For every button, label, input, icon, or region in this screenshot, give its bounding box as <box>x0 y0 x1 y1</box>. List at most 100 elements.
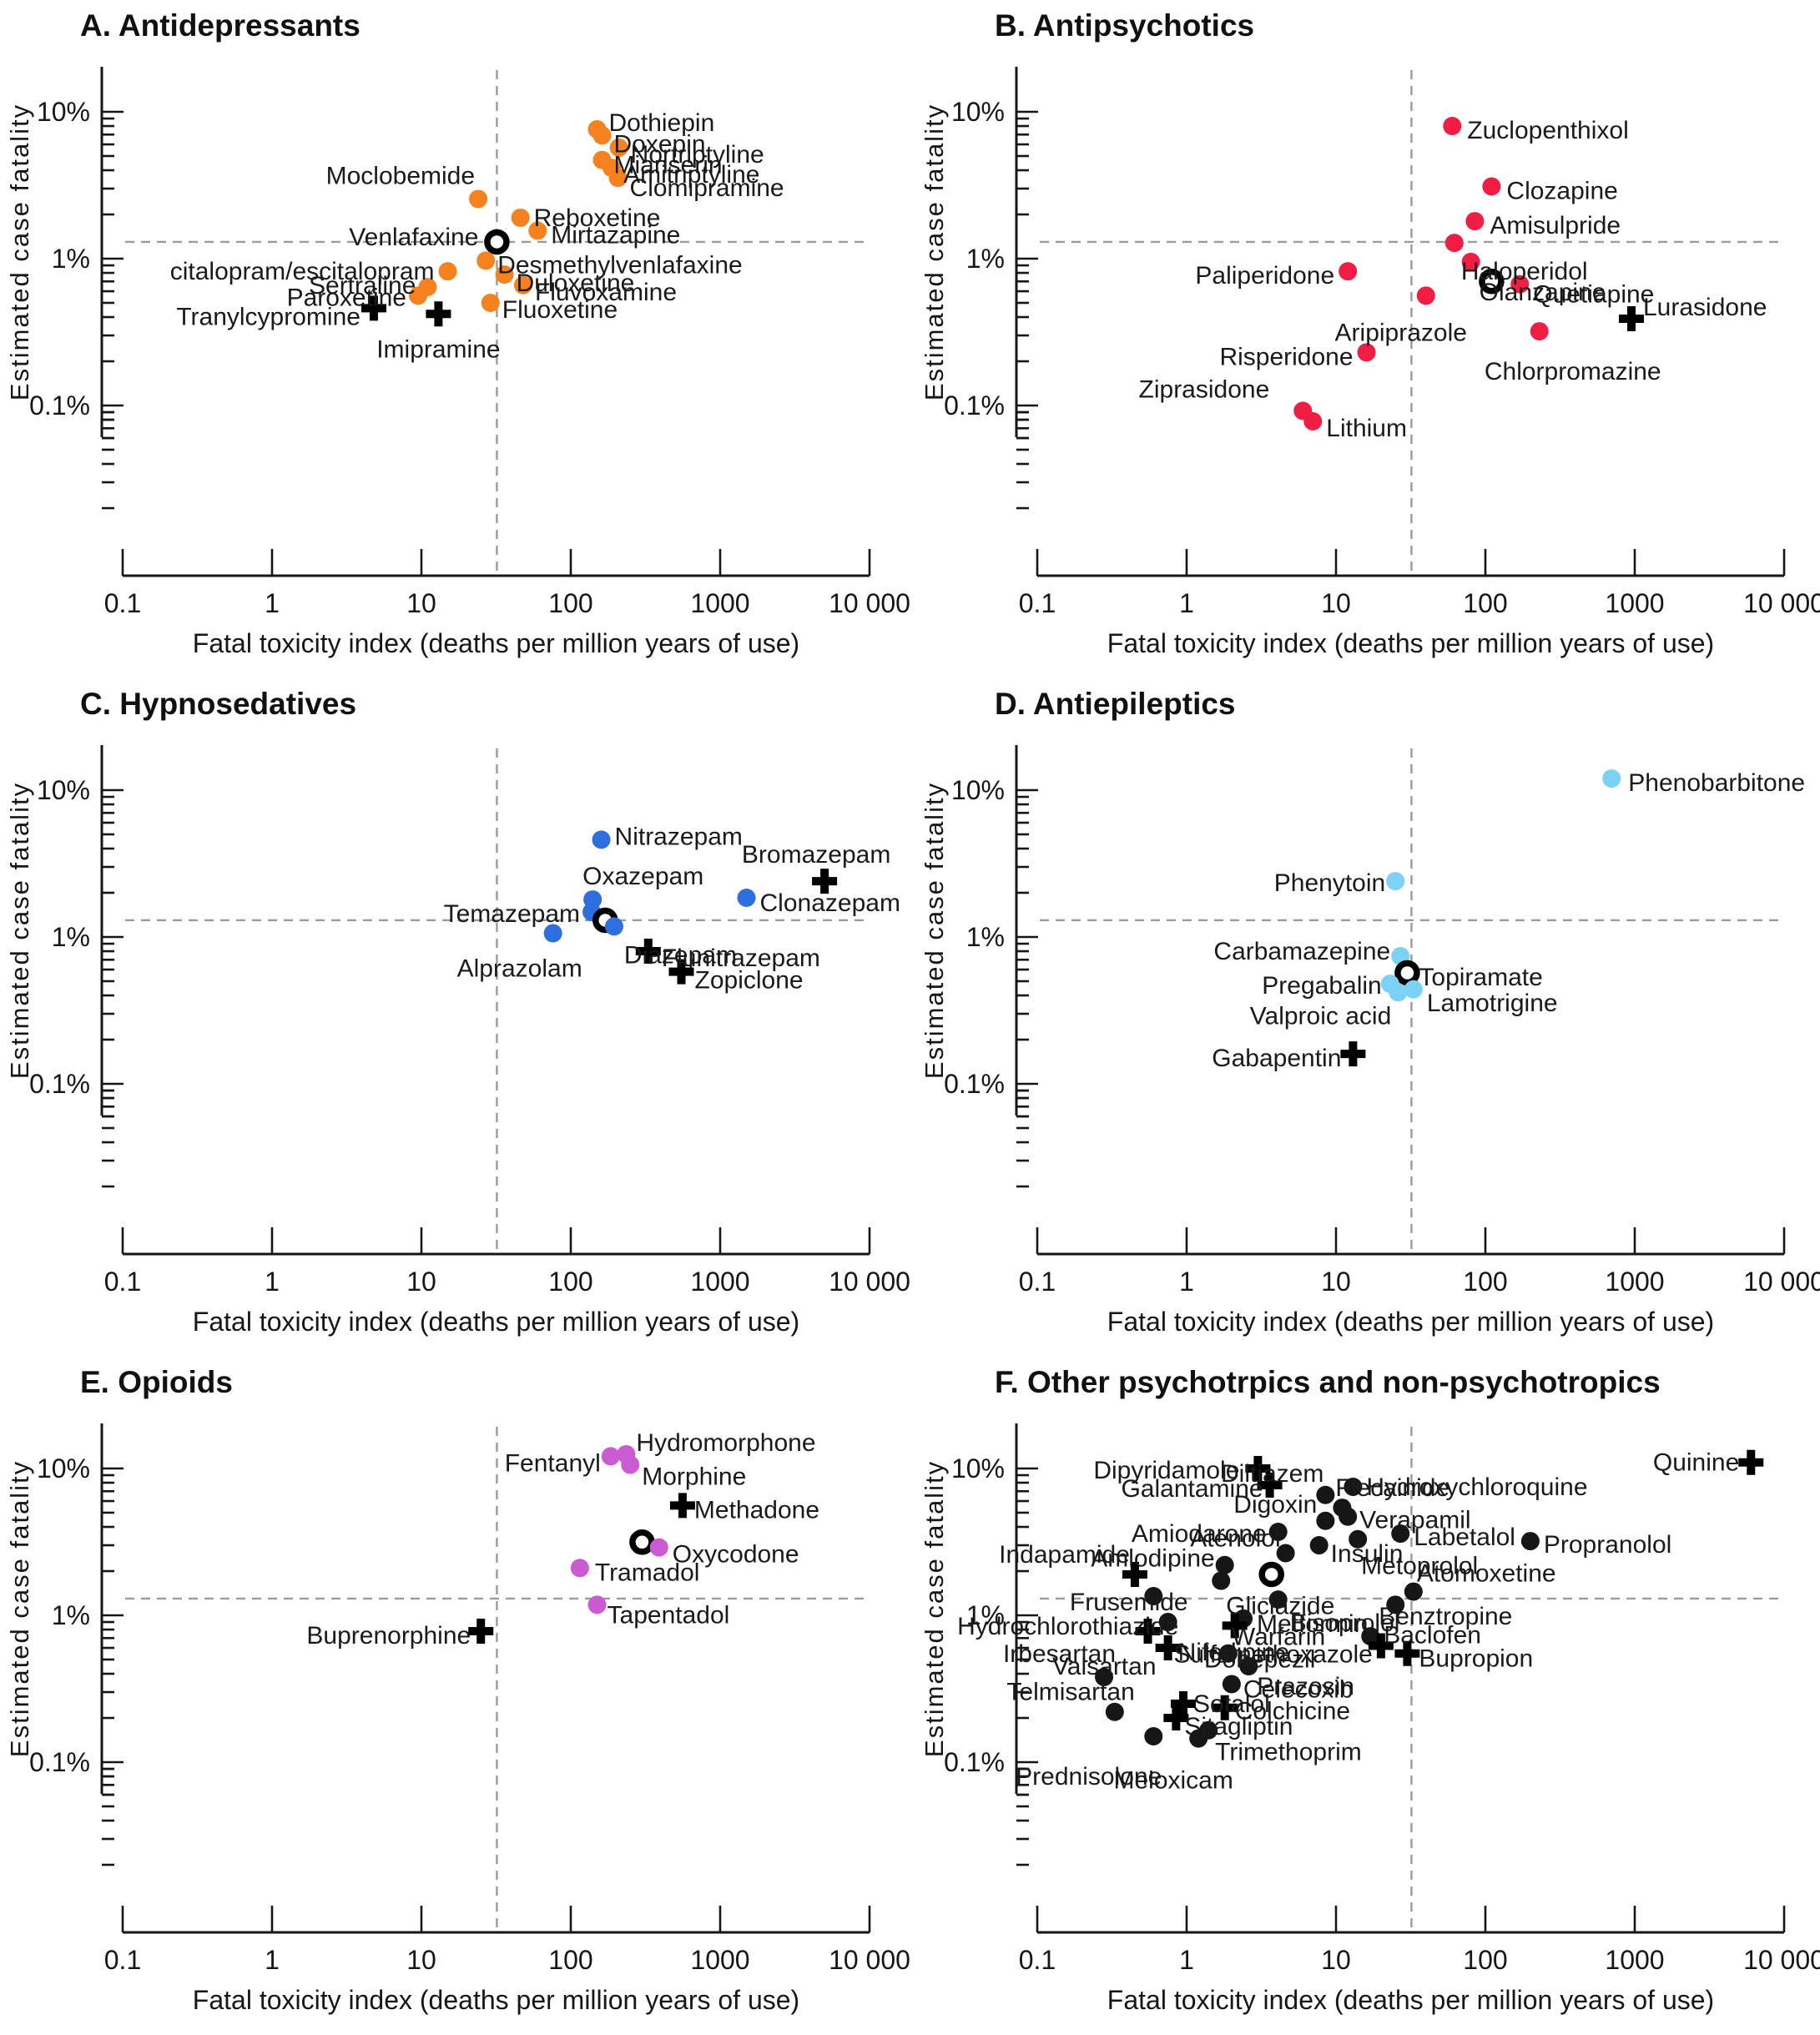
svg-text:0.1: 0.1 <box>104 588 141 618</box>
svg-text:Metformin: Metformin <box>1257 1610 1368 1638</box>
panel-other-drugs-title: F. Other psychotrpics and non-psychotrop… <box>995 1365 1661 1399</box>
svg-text:Valsartan: Valsartan <box>1052 1653 1157 1680</box>
panel-antiepileptics-title: D. Antiepileptics <box>995 687 1236 721</box>
svg-text:Metoprolol: Metoprolol <box>1361 1553 1478 1580</box>
svg-text:Zopiclone: Zopiclone <box>695 967 804 995</box>
panel-antipsychotics-plot: 10% 1% 0.1% 0.1 1 10 100 1000 10 000 Fatal toxici… <box>920 67 1820 658</box>
svg-text:Haloperidol: Haloperidol <box>1461 258 1588 285</box>
svg-text:10%: 10% <box>37 775 90 805</box>
svg-text:1: 1 <box>1179 1267 1194 1297</box>
svg-text:Quetiapine: Quetiapine <box>1533 281 1654 309</box>
svg-text:Warfarin: Warfarin <box>1232 1624 1325 1651</box>
svg-text:Fluvoxamine: Fluvoxamine <box>535 279 677 306</box>
svg-text:Dothiepin: Dothiepin <box>609 109 715 137</box>
svg-text:Morphine: Morphine <box>642 1463 746 1491</box>
svg-text:Amiodarone: Amiodarone <box>1132 1520 1267 1548</box>
svg-text:Hydrochlorothiazide: Hydrochlorothiazide <box>957 1613 1178 1640</box>
svg-text:Donepezil: Donepezil <box>1204 1645 1315 1673</box>
panel-antipsychotics-title: B. Antipsychotics <box>995 8 1255 43</box>
svg-text:0.1%: 0.1% <box>944 390 1005 421</box>
panel-antiepileptics-plot: 10% 1% 0.1% 0.1 1 10 100 1000 10 000 Fatal toxici… <box>920 745 1820 1337</box>
svg-text:Temazepam: Temazepam <box>444 900 580 928</box>
svg-text:Moclobemide: Moclobemide <box>326 162 475 189</box>
panel-opioids-plot: 10% 1% 0.1% 0.1 1 10 100 1000 10 000 Fatal toxici… <box>5 1423 910 2015</box>
svg-text:Methadone: Methadone <box>694 1496 819 1524</box>
svg-text:10 000: 10 000 <box>829 588 910 618</box>
svg-text:10: 10 <box>1321 1267 1351 1297</box>
svg-text:0.1%: 0.1% <box>944 1069 1005 1099</box>
svg-text:Tapentadol: Tapentadol <box>608 1601 730 1629</box>
svg-text:10%: 10% <box>37 97 90 127</box>
svg-text:10%: 10% <box>37 1453 90 1483</box>
svg-text:0.1%: 0.1% <box>944 1747 1005 1777</box>
svg-text:Valproic acid: Valproic acid <box>1250 1002 1392 1030</box>
svg-text:100: 100 <box>1463 1945 1507 1975</box>
panel-antidepressants-title: A. Antidepressants <box>80 8 360 43</box>
svg-text:100: 100 <box>548 1945 592 1975</box>
svg-text:Paroxetine: Paroxetine <box>287 284 406 311</box>
svg-text:Sertraline: Sertraline <box>309 272 416 300</box>
svg-text:10: 10 <box>406 1945 436 1975</box>
svg-text:Atomoxetine: Atomoxetine <box>1417 1560 1556 1588</box>
svg-text:Fatal toxicity index (deaths p: Fatal toxicity index (deaths per million… <box>1107 1307 1714 1337</box>
svg-text:100: 100 <box>1463 588 1507 618</box>
svg-text:Prednisolone: Prednisolone <box>1016 1763 1162 1791</box>
svg-text:Desmethylvenlafaxine: Desmethylvenlafaxine <box>497 251 742 279</box>
svg-text:1%: 1% <box>52 244 90 274</box>
svg-text:10 000: 10 000 <box>829 1267 910 1297</box>
svg-text:Aripiprazole: Aripiprazole <box>1335 319 1467 346</box>
svg-text:1: 1 <box>265 1267 280 1297</box>
svg-text:Lithium: Lithium <box>1326 415 1407 442</box>
panel-other-drugs: 10% 1% 0.1% 0.1 1 10 100 1000 10 000 Fatal toxici… <box>915 1357 1820 2035</box>
svg-text:100: 100 <box>1463 1267 1507 1297</box>
svg-text:Tranylcypromine: Tranylcypromine <box>176 303 360 330</box>
svg-text:Alprazolam: Alprazolam <box>457 955 582 983</box>
svg-text:Nitrazepam: Nitrazepam <box>615 823 743 850</box>
panel-hypnosedatives-plot: 10% 1% 0.1% 0.1 1 10 100 1000 10 000 Fatal toxici… <box>5 745 910 1337</box>
svg-text:Phenytoin: Phenytoin <box>1274 869 1385 897</box>
svg-text:Lurasidone: Lurasidone <box>1643 294 1767 321</box>
svg-text:Meloxicam: Meloxicam <box>1113 1767 1233 1795</box>
svg-text:Nortriptyline: Nortriptyline <box>631 141 764 169</box>
svg-text:citalopram/escitalopram: citalopram/escitalopram <box>170 258 435 285</box>
svg-text:1000: 1000 <box>690 1267 749 1297</box>
svg-text:1%: 1% <box>52 1600 90 1630</box>
svg-text:Fentanyl: Fentanyl <box>505 1449 601 1477</box>
svg-text:1%: 1% <box>966 1600 1005 1630</box>
svg-text:Fatal toxicity index (deaths p: Fatal toxicity index (deaths per million… <box>193 1307 799 1337</box>
panel-hypnosedatives-title: C. Hypnosedatives <box>80 687 357 721</box>
svg-text:Estimated case fatality: Estimated case fatality <box>5 1460 34 1757</box>
svg-text:Galantamine: Galantamine <box>1121 1475 1263 1503</box>
svg-text:Mirtazapine: Mirtazapine <box>551 222 680 249</box>
svg-text:Pregabalin: Pregabalin <box>1262 972 1381 1000</box>
svg-text:0.1%: 0.1% <box>29 390 90 421</box>
svg-text:1: 1 <box>265 588 280 618</box>
panel-antipsychotics: 10% 1% 0.1% 0.1 1 10 100 1000 10 000 Fatal toxici… <box>915 0 1820 678</box>
svg-text:Chlorpromazine: Chlorpromazine <box>1485 358 1661 385</box>
svg-text:Diazepam: Diazepam <box>624 941 737 969</box>
svg-text:Indapamide: Indapamide <box>999 1541 1130 1569</box>
svg-text:Baclofen: Baclofen <box>1384 1621 1481 1649</box>
svg-text:10%: 10% <box>951 97 1005 127</box>
svg-text:Bisoprolol: Bisoprolol <box>1290 1609 1400 1637</box>
svg-text:10: 10 <box>1321 588 1351 618</box>
svg-text:1%: 1% <box>966 922 1005 952</box>
svg-text:1000: 1000 <box>1605 588 1664 618</box>
svg-text:Sitagliptin: Sitagliptin <box>1184 1713 1293 1740</box>
svg-text:10 000: 10 000 <box>829 1945 910 1975</box>
svg-text:Venlafaxine: Venlafaxine <box>349 224 478 251</box>
svg-text:Estimated case fatality: Estimated case fatality <box>920 782 949 1079</box>
svg-text:Sotalol: Sotalol <box>1193 1690 1270 1718</box>
svg-text:Labetalol: Labetalol <box>1414 1524 1515 1551</box>
svg-text:Trimethoprim: Trimethoprim <box>1215 1739 1362 1766</box>
svg-text:Ziprasidone: Ziprasidone <box>1139 375 1270 403</box>
svg-text:Buprenorphine: Buprenorphine <box>306 1622 471 1650</box>
svg-text:Estimated case fatality: Estimated case fatality <box>920 1460 949 1757</box>
svg-text:0.1: 0.1 <box>1019 1267 1056 1297</box>
svg-text:Prazosin: Prazosin <box>1257 1673 1354 1700</box>
svg-text:10 000: 10 000 <box>1743 588 1820 618</box>
svg-text:Imipramine: Imipramine <box>376 335 500 363</box>
svg-text:Clonazepam: Clonazepam <box>760 889 900 917</box>
svg-text:Risperidone: Risperidone <box>1219 343 1353 370</box>
svg-text:1: 1 <box>1179 1945 1194 1975</box>
